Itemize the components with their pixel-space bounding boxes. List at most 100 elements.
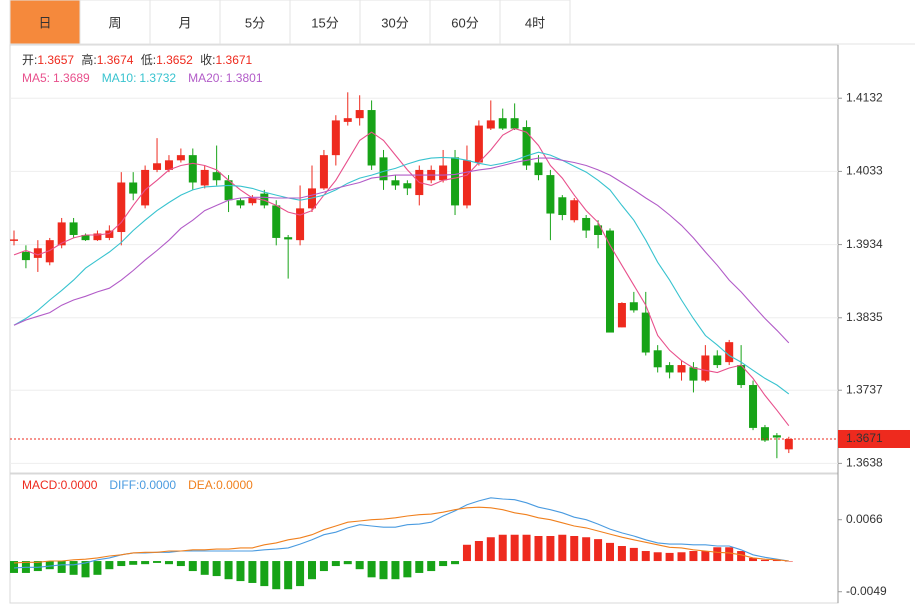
macd-bar	[415, 561, 424, 573]
candle-body	[784, 438, 793, 450]
candle-body	[653, 350, 662, 368]
macd-bar	[582, 537, 591, 562]
candle-body	[367, 110, 376, 166]
macd-bar	[45, 561, 54, 570]
candle-body	[248, 198, 257, 204]
tab[interactable]	[9, 0, 81, 45]
dea-line	[13, 506, 789, 564]
candle-body	[498, 118, 507, 129]
candle-body	[522, 127, 531, 166]
macd-legend-label: DIFF:	[109, 478, 139, 492]
macd-bar	[33, 561, 42, 572]
candle-body	[534, 162, 543, 176]
macd-chart: 0.0066 -0.0049	[10, 497, 887, 598]
tab-label[interactable]: 15分	[311, 15, 338, 30]
candle-body	[689, 367, 698, 381]
macd-bar	[260, 561, 269, 587]
candle-body	[200, 169, 209, 186]
macd-bar	[284, 561, 293, 590]
candle-body	[677, 365, 686, 373]
macd-legend-value: 0.0000	[216, 478, 253, 492]
candle-body	[69, 222, 78, 235]
candle-body	[749, 385, 758, 428]
info-label: 高:	[81, 52, 96, 67]
ma-line	[13, 157, 790, 344]
macd-bar	[427, 561, 436, 572]
candle-body	[713, 355, 722, 366]
candle-body	[451, 157, 460, 206]
macd-bar	[772, 559, 781, 562]
macd-bar	[522, 534, 531, 562]
candle-body	[486, 120, 495, 129]
candle-body	[93, 233, 102, 241]
macd-bar	[153, 561, 162, 563]
tab[interactable]	[429, 0, 501, 45]
macd-bar	[534, 535, 543, 562]
macd-bar	[10, 561, 18, 573]
macd-bar	[319, 561, 328, 572]
candle-body	[21, 251, 30, 261]
macd-legend-label: MACD:	[22, 478, 61, 492]
tab-label[interactable]: 日	[38, 15, 51, 30]
macd-bar	[701, 551, 710, 562]
macd-bar	[784, 561, 793, 562]
macd-bar	[665, 552, 674, 562]
macd-bar	[570, 535, 579, 562]
macd-bar	[498, 534, 507, 562]
ma-legend-value: 1.3732	[139, 71, 176, 85]
main-chart: 1.4132 1.4033 1.3934 1.3835 1.3737 1.3638 1.36…	[10, 90, 910, 470]
candle-body	[331, 120, 340, 156]
macd-bar	[606, 542, 614, 562]
candle-body	[570, 200, 579, 221]
candle-body	[772, 435, 781, 438]
candle-body	[641, 312, 650, 353]
ma-line	[13, 151, 790, 395]
candle-body	[129, 182, 138, 194]
macd-bar	[224, 561, 233, 580]
macd-bar	[272, 561, 281, 590]
tab[interactable]	[359, 0, 431, 45]
candle-body	[164, 160, 173, 170]
tab-label[interactable]: 30分	[381, 15, 408, 30]
tab[interactable]	[219, 0, 291, 45]
candle-body	[403, 183, 412, 189]
macd-bar	[188, 561, 197, 572]
candle-body	[725, 342, 734, 363]
candle-body	[236, 200, 245, 206]
tab-label[interactable]: 5分	[245, 15, 265, 30]
y-tick-label: 0.0066	[846, 512, 883, 526]
tab[interactable]	[149, 0, 221, 45]
candle-body	[701, 355, 710, 381]
candle-body	[176, 155, 185, 161]
ma-legend-label: MA5:	[22, 71, 50, 85]
candle-body	[153, 163, 162, 170]
macd-bar	[617, 546, 626, 562]
tab-bar: 日 周 月 5分 15分 30分 60分 4时	[9, 0, 915, 45]
macd-bar	[367, 561, 376, 578]
info-label: 低:	[141, 53, 156, 67]
macd-bar	[486, 537, 495, 562]
macd-legend-value: 0.0000	[61, 478, 98, 492]
tab[interactable]	[499, 0, 571, 45]
info-label: 开:	[22, 53, 37, 67]
tab-label[interactable]: 月	[178, 15, 191, 30]
candle-body	[355, 110, 364, 119]
macd-bar	[248, 561, 257, 583]
info-value: 1.3657	[37, 53, 74, 67]
tab-label[interactable]: 4时	[525, 15, 545, 30]
candle-body	[558, 197, 567, 216]
candle-body	[606, 230, 614, 333]
macd-bar	[200, 561, 209, 575]
info-value: 1.3671	[216, 53, 253, 67]
macd-bar	[93, 561, 102, 575]
y-tick-label: 1.3737	[846, 382, 883, 396]
ma-legend-label: MA20:	[188, 71, 223, 85]
candle-body	[224, 180, 233, 201]
tab[interactable]	[79, 0, 151, 45]
tab-label[interactable]: 周	[108, 15, 121, 30]
candle-body	[272, 205, 281, 238]
tab-label[interactable]: 60分	[451, 15, 478, 30]
candle-body	[141, 169, 150, 206]
ma-legend-value: 1.3689	[53, 71, 90, 85]
